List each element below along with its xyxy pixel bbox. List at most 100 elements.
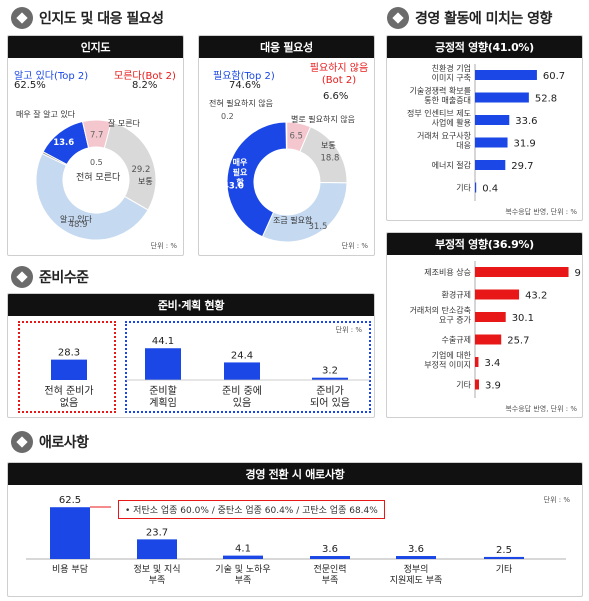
- bar: [475, 92, 529, 103]
- bar: [50, 507, 90, 559]
- category-label: 기술 및 노하우 부족: [215, 563, 270, 586]
- unit-label: 단위 : %: [150, 242, 177, 250]
- bot2-label: 필요하지 않음 (Bot 2): [309, 63, 369, 86]
- bot2-label: 모른다(Bot 2): [114, 71, 176, 82]
- bar-value-label: 91.7: [575, 268, 583, 279]
- not-prepared-group: [18, 321, 116, 413]
- pie-slice-label: 보통: [321, 141, 336, 150]
- top2-value: 74.6%: [229, 80, 261, 91]
- category-label: 준비 중에 있음: [222, 385, 262, 409]
- annotation-box: • 저탄소 업종 60.0% / 중탄소 업종 60.4% / 고탄소 업종 6…: [118, 500, 385, 519]
- pie-slice-value: 0.5: [90, 158, 103, 167]
- category-label: 전혀 준비가 없음: [44, 385, 93, 409]
- pie-slice-value: 31.5: [309, 222, 328, 232]
- category-label: 기타: [456, 381, 471, 390]
- pie-slice-value: 13.6: [53, 138, 74, 148]
- bar: [475, 160, 506, 170]
- category-label: 기술경쟁력 확보를 통한 매출증대: [410, 86, 471, 106]
- unit-label: 단위 : %: [341, 242, 368, 250]
- pie-slice-value: 7.7: [90, 131, 104, 141]
- pie-slice-label: 잘 모른다: [108, 119, 140, 128]
- bar-value-label: 3.6: [322, 544, 338, 555]
- bar-value-label: 29.7: [511, 161, 533, 172]
- bar: [312, 377, 348, 380]
- bar-value-label: 3.4: [484, 358, 500, 369]
- bar-value-label: 28.3: [58, 348, 80, 359]
- category-label: 기타: [456, 184, 471, 193]
- category-label: 환경규제: [442, 290, 471, 300]
- bar-value-label: 2.5: [496, 545, 512, 556]
- category-label: 거래처의 탄소감축 요구 증가: [410, 305, 472, 325]
- category-label: 기업에 대한 부정적 이미지: [424, 351, 471, 370]
- pie-slice-label: 보통: [138, 177, 153, 186]
- pie-slice-label: 매우 잘 알고 있다: [16, 110, 76, 119]
- section-bullet-icon: [387, 7, 409, 29]
- pie-slice-label: 조금 필요함: [273, 216, 313, 225]
- bar: [223, 555, 263, 559]
- preparation-panel: 준비·계획 현황 28.3 전혀 준비가 없음 44.1 준비할 계획임 24.4 준비 중에…: [7, 293, 375, 418]
- negative-impact-panel: 부정적 영향(36.9%) 91.7 제조비용 상승 43.2 환경규제 30.1 거래처…: [386, 232, 583, 418]
- bar-value-label: 3.6: [408, 544, 424, 555]
- section-title: 애로사항: [39, 435, 89, 451]
- panel-title: 경영 전환 시 애로사항: [8, 463, 582, 485]
- bar-value-label: 44.1: [152, 336, 174, 347]
- bar-value-label: 60.7: [543, 71, 565, 82]
- awareness-donut-chart: 13.6 7.7 29.2 48.9: [35, 119, 157, 241]
- bar: [475, 182, 477, 193]
- section-prep-header: 준비수준: [11, 266, 89, 288]
- bot2-value: 6.6%: [323, 91, 349, 102]
- panel-title: 긍정적 영향(41.0%): [387, 36, 582, 58]
- bar: [396, 556, 436, 559]
- bar: [475, 289, 520, 300]
- category-label: 정보 및 지식 부족: [133, 563, 180, 586]
- section-bullet-icon: [11, 266, 33, 288]
- bar-value-label: 4.1: [235, 544, 251, 555]
- panel-title: 대응 필요성: [199, 36, 374, 58]
- annotation-text: • 저탄소 업종 60.0% / 중탄소 업종 60.4% / 고탄소 업종 6…: [125, 506, 378, 516]
- bar: [475, 312, 506, 322]
- pie-slice-value: 43.0: [223, 182, 244, 192]
- bot2-value: 8.2%: [132, 80, 158, 91]
- category-label: 기타: [496, 564, 513, 575]
- bar-value-label: 31.9: [514, 139, 536, 150]
- pie-slice: [103, 121, 157, 211]
- category-label: 준비가 되어 있음: [310, 385, 350, 409]
- bar-value-label: 62.5: [59, 495, 81, 506]
- unit-label: 단위 : %: [543, 496, 570, 504]
- section-impact-header: 경영 활동에 미치는 영향: [387, 7, 552, 29]
- pie-slice-label: 별로 필요하지 않음: [291, 115, 355, 124]
- positive-impact-panel: 긍정적 영향(41.0%) 60.7 친환경 기업 이미지 구축 52.8 기술경쟁력 …: [386, 35, 583, 221]
- bar-value-label: 25.7: [507, 336, 529, 347]
- prepared-group: [125, 321, 371, 413]
- bar: [224, 362, 260, 380]
- section-bullet-icon: [11, 7, 33, 29]
- bar: [137, 539, 177, 559]
- bar-value-label: 23.7: [146, 527, 168, 538]
- top2-value: 62.5%: [14, 80, 46, 91]
- top2-label: 알고 있다(Top 2): [14, 71, 89, 82]
- pie-slice-value: 18.8: [321, 154, 340, 164]
- section-title: 준비수준: [39, 270, 89, 286]
- pie-slice-label: 전혀 모른다: [76, 173, 121, 183]
- pie-slice: [35, 152, 149, 241]
- bar: [145, 348, 181, 380]
- pie-slice-value: 6.5: [289, 131, 303, 141]
- bar: [475, 357, 479, 367]
- pie-slice-label: 전혀 필요하지 않음: [209, 99, 273, 108]
- category-label: 준비할 계획임: [149, 385, 177, 409]
- bar: [475, 267, 569, 277]
- section-diff-header: 애로사항: [11, 431, 89, 453]
- panel-title: 준비·계획 현황: [8, 294, 374, 316]
- pie-slice: [41, 151, 68, 167]
- pie-slice: [226, 121, 287, 238]
- pie-slice-value: 48.9: [69, 220, 88, 230]
- bar-value-label: 3.9: [485, 381, 501, 392]
- bar: [475, 137, 508, 148]
- panel-title: 부정적 영향(36.9%): [387, 233, 582, 255]
- category-label: 거래처 요구사항 대응: [417, 132, 472, 151]
- bar-value-label: 52.8: [535, 94, 557, 105]
- awareness-panel: 인지도 알고 있다(Top 2) 62.5% 모른다(Bot 2) 8.2% 1…: [7, 35, 184, 256]
- pie-slice-label: 매우 필요함: [232, 158, 248, 187]
- pie-slice-value: 0.2: [221, 112, 234, 121]
